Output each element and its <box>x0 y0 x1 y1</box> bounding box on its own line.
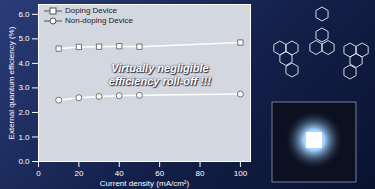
svg-text:60: 60 <box>155 169 164 178</box>
html-text:Non-doping Device: Non-doping Device <box>65 16 133 25</box>
svg-text:4.0: 4.0 <box>18 59 30 68</box>
svg-text:0: 0 <box>36 169 41 178</box>
svg-text:80: 80 <box>196 169 205 178</box>
html-text:Doping Device: Doping Device <box>65 6 117 15</box>
svg-text:40: 40 <box>115 169 124 178</box>
svg-text:6.0: 6.0 <box>18 10 30 19</box>
svg-text:External quantum efficiency (%: External quantum efficiency (%) <box>7 26 16 139</box>
svg-text:3.0: 3.0 <box>18 83 30 92</box>
svg-text:100: 100 <box>234 169 248 178</box>
svg-text:5.0: 5.0 <box>18 34 30 43</box>
svg-text:0.0: 0.0 <box>18 157 30 166</box>
html-text:Virtually negligible efficienc: Virtually negligible efficiency roll-off… <box>108 62 212 87</box>
svg-text:Current density (mA/cm²): Current density (mA/cm²) <box>100 179 190 188</box>
svg-text:20: 20 <box>74 169 83 178</box>
svg-text:2.0: 2.0 <box>18 108 30 117</box>
svg-text:1.0: 1.0 <box>18 133 30 142</box>
